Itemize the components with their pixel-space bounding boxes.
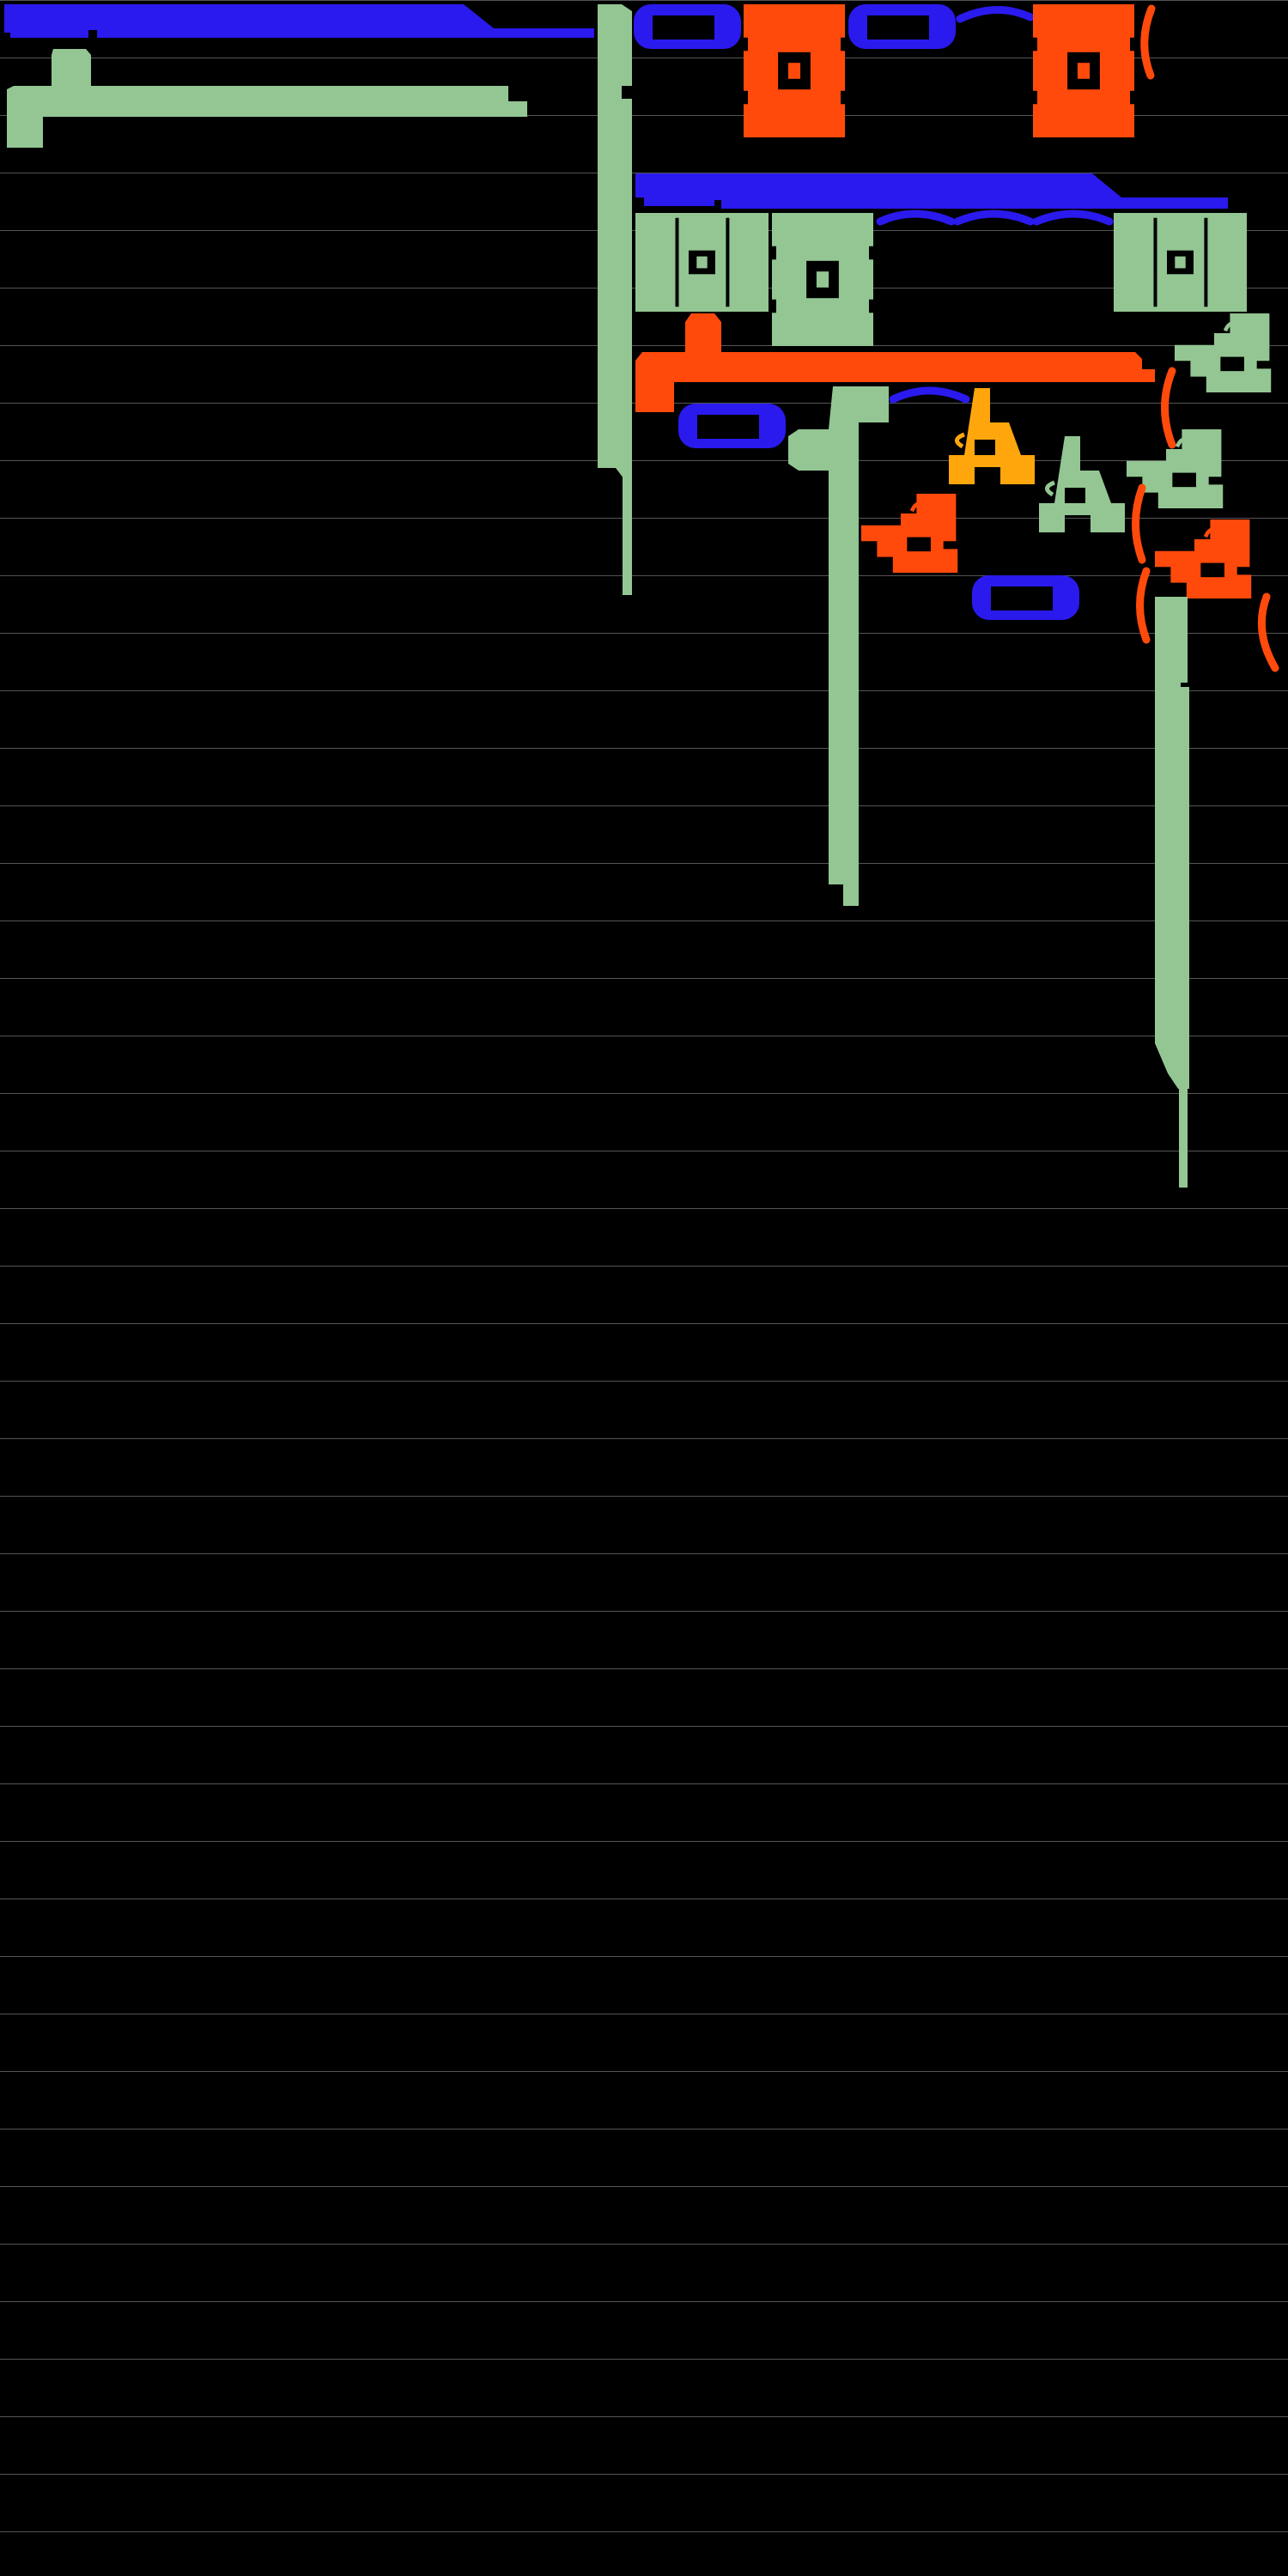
mid-blue-bar-shape — [635, 173, 1228, 209]
green-lower-stem-tail-shape — [1179, 1086, 1188, 1188]
amber-glyph-icon — [949, 388, 1035, 484]
arc-icon-3 — [953, 210, 1035, 226]
orange-glyph-icon-2 — [1155, 519, 1252, 598]
top-green-tee-shape — [7, 49, 527, 148]
arc-icon-5 — [889, 386, 970, 404]
capsule-icon-4 — [972, 575, 1079, 620]
capsule-icon-1 — [634, 4, 741, 49]
capsule-icon-3 — [678, 404, 786, 448]
top-blue-bar-shape — [4, 4, 594, 38]
arc-icon-2 — [876, 210, 956, 226]
green-stem-tail-shape — [623, 468, 632, 595]
paren-icon-5 — [1257, 592, 1279, 672]
green-tee-shape-2 — [788, 386, 889, 889]
arc-icon-1 — [956, 6, 1035, 23]
capsule-icon-2 — [848, 4, 956, 49]
grid-block-icon-2 — [1114, 213, 1247, 312]
orange-horizontal-bar-shape — [635, 313, 1155, 412]
paren-icon-1 — [1140, 4, 1156, 80]
paren-icon-3 — [1132, 483, 1146, 564]
green-glyph-icon-3 — [1127, 429, 1224, 508]
paren-icon-2 — [1161, 367, 1176, 449]
paren-icon-4 — [1136, 567, 1151, 644]
green-block-icon-1 — [772, 213, 873, 346]
green-tee-tail-shape — [843, 884, 859, 906]
green-lower-stem-shape — [1155, 597, 1189, 1089]
block-icon-2 — [1033, 4, 1134, 137]
grid-block-icon-1 — [635, 213, 769, 312]
arc-icon-4 — [1032, 210, 1114, 226]
orange-glyph-icon-1 — [861, 494, 958, 573]
block-icon-1 — [744, 4, 845, 137]
green-glyph-icon-2 — [1039, 436, 1125, 532]
green-vertical-stem-shape — [598, 4, 632, 489]
green-glyph-icon-1 — [1175, 313, 1272, 392]
